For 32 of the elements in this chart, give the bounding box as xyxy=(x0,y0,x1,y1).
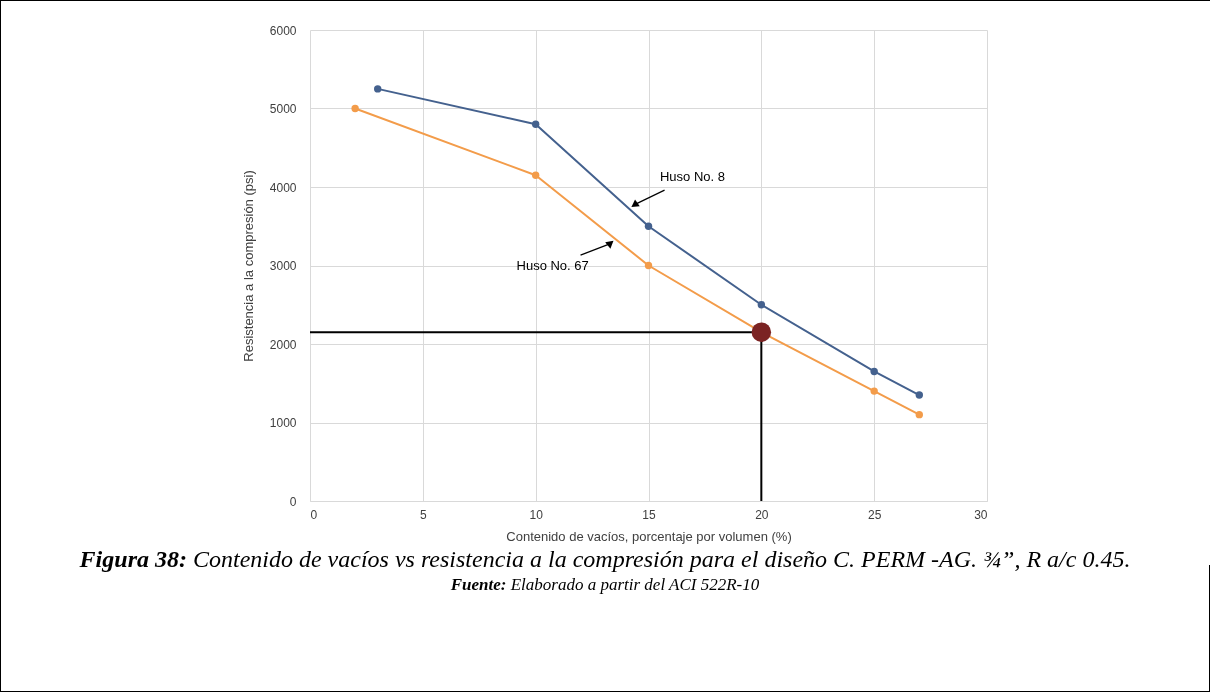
point xyxy=(531,120,540,128)
y-axis-title: Resistencia a la compresión (psi) xyxy=(240,170,256,362)
point xyxy=(351,104,359,113)
x-tick-label: 0 xyxy=(310,507,318,522)
point xyxy=(757,301,766,309)
y-tick-label: 0 xyxy=(289,494,297,509)
point xyxy=(644,222,653,230)
x-tick-label: 30 xyxy=(974,507,988,522)
point xyxy=(870,387,878,395)
point xyxy=(644,261,653,270)
y-tick-label: 2000 xyxy=(269,337,297,352)
source-note: Fuente: Elaborado a partir del ACI 522R-10 xyxy=(449,575,761,595)
point xyxy=(870,367,878,376)
point xyxy=(915,391,924,399)
text: Figura 38: Contenido de vacíos vs resistencia a la compresión para el diseño C. PERM -AG. ¾”, R a/c 0.45. xyxy=(78,546,1132,573)
x-tick-label: 25 xyxy=(867,507,882,522)
point xyxy=(531,171,540,179)
y-tick-label: 4000 xyxy=(269,180,297,195)
point xyxy=(373,85,382,93)
x-tick-label: 10 xyxy=(529,507,544,522)
point xyxy=(915,410,924,419)
y-tick-label: 6000 xyxy=(269,23,297,38)
x-axis-title: Contenido de vacíos, porcentaje por volumen (%) xyxy=(506,528,792,544)
annotation: Huso No. 8 xyxy=(659,168,725,184)
y-tick-label: 1000 xyxy=(269,416,297,430)
y-tick-label: 5000 xyxy=(269,102,297,116)
x-tick-label: 5 xyxy=(419,507,427,522)
x-tick-label: 20 xyxy=(755,507,769,522)
y-tick-label: 3000 xyxy=(269,259,297,273)
x-tick-label: 15 xyxy=(642,507,656,522)
annotation: Huso No. 67 xyxy=(516,257,589,273)
point xyxy=(751,322,772,342)
